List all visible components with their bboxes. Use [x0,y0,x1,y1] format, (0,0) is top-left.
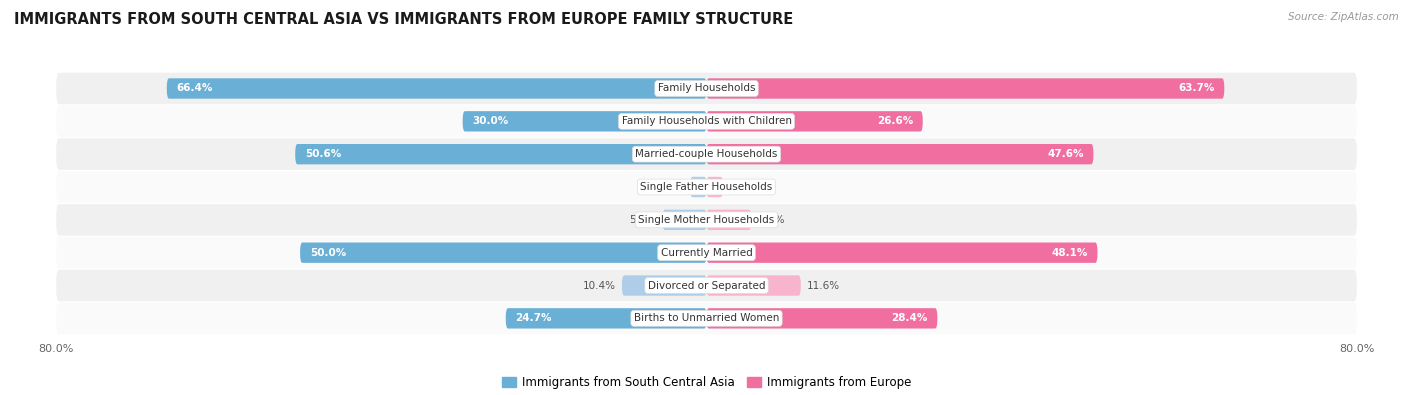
Text: 28.4%: 28.4% [891,313,928,324]
Text: 10.4%: 10.4% [582,280,616,290]
Text: 24.7%: 24.7% [516,313,553,324]
Text: Single Mother Households: Single Mother Households [638,215,775,225]
Text: IMMIGRANTS FROM SOUTH CENTRAL ASIA VS IMMIGRANTS FROM EUROPE FAMILY STRUCTURE: IMMIGRANTS FROM SOUTH CENTRAL ASIA VS IM… [14,12,793,27]
Text: Currently Married: Currently Married [661,248,752,258]
FancyBboxPatch shape [167,78,707,99]
FancyBboxPatch shape [707,243,1098,263]
Text: Married-couple Households: Married-couple Households [636,149,778,159]
Text: 66.4%: 66.4% [177,83,212,94]
Text: 2.0%: 2.0% [730,182,755,192]
FancyBboxPatch shape [621,275,707,296]
FancyBboxPatch shape [56,270,1357,301]
Text: 5.4%: 5.4% [630,215,657,225]
Text: 47.6%: 47.6% [1047,149,1084,159]
Text: Single Father Households: Single Father Households [640,182,773,192]
FancyBboxPatch shape [707,78,1225,99]
FancyBboxPatch shape [56,303,1357,334]
FancyBboxPatch shape [463,111,707,132]
Text: 63.7%: 63.7% [1178,83,1215,94]
Text: Divorced or Separated: Divorced or Separated [648,280,765,290]
FancyBboxPatch shape [707,111,922,132]
FancyBboxPatch shape [690,177,707,197]
FancyBboxPatch shape [707,275,801,296]
FancyBboxPatch shape [56,138,1357,170]
FancyBboxPatch shape [299,243,707,263]
FancyBboxPatch shape [707,144,1094,164]
Legend: Immigrants from South Central Asia, Immigrants from Europe: Immigrants from South Central Asia, Immi… [498,371,915,394]
FancyBboxPatch shape [707,308,938,329]
FancyBboxPatch shape [56,73,1357,104]
Text: 48.1%: 48.1% [1052,248,1088,258]
FancyBboxPatch shape [56,204,1357,235]
FancyBboxPatch shape [506,308,707,329]
Text: 26.6%: 26.6% [877,117,912,126]
Text: Family Households with Children: Family Households with Children [621,117,792,126]
Text: 11.6%: 11.6% [807,280,841,290]
Text: 50.0%: 50.0% [309,248,346,258]
FancyBboxPatch shape [56,105,1357,137]
Text: Source: ZipAtlas.com: Source: ZipAtlas.com [1288,12,1399,22]
FancyBboxPatch shape [295,144,707,164]
FancyBboxPatch shape [56,171,1357,203]
FancyBboxPatch shape [707,210,751,230]
Text: 2.0%: 2.0% [658,182,683,192]
FancyBboxPatch shape [707,177,723,197]
Text: 30.0%: 30.0% [472,117,509,126]
FancyBboxPatch shape [56,237,1357,269]
Text: 5.5%: 5.5% [758,215,785,225]
Text: Births to Unmarried Women: Births to Unmarried Women [634,313,779,324]
FancyBboxPatch shape [662,210,707,230]
Text: 50.6%: 50.6% [305,149,342,159]
Text: Family Households: Family Households [658,83,755,94]
